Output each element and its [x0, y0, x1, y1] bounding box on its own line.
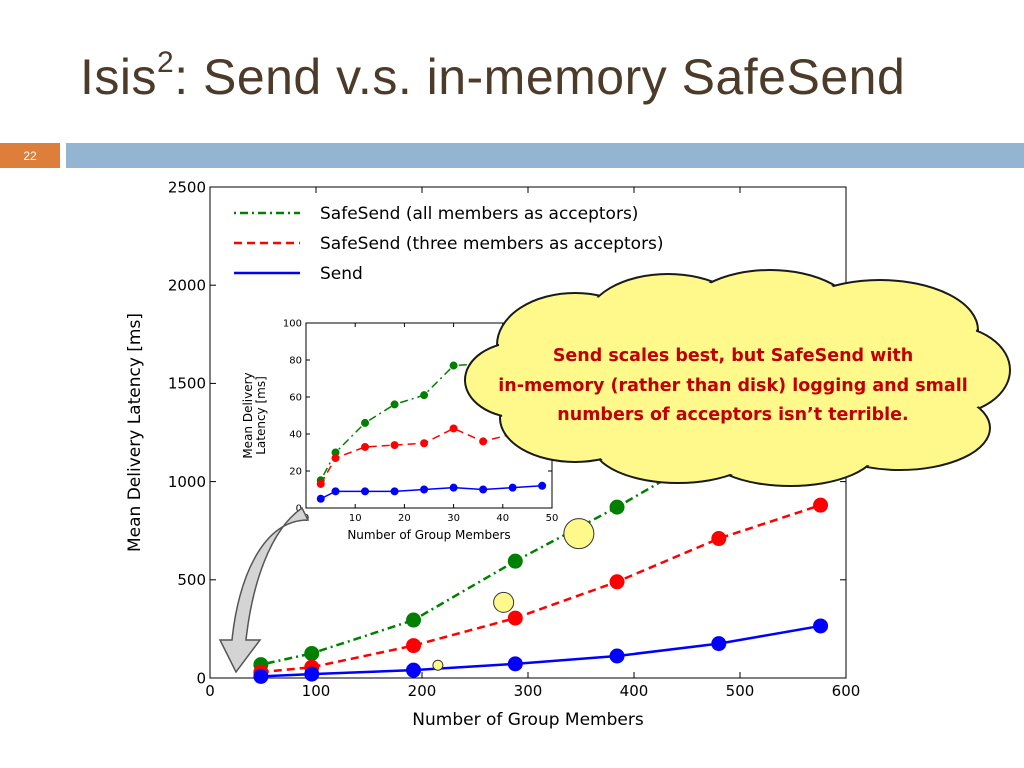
inset-data-point	[449, 361, 458, 370]
inset-y-tick-label: 40	[289, 430, 302, 441]
inset-data-point	[390, 487, 399, 496]
slide-number: 22	[0, 143, 60, 168]
inset-data-point	[479, 437, 488, 446]
cloud-core	[505, 322, 965, 446]
main-data-point	[304, 666, 320, 682]
main-data-point	[813, 618, 829, 634]
main-x-tick-label: 300	[514, 682, 543, 700]
main-data-point	[406, 662, 422, 678]
inset-data-point	[331, 487, 340, 496]
inset-x-tick-label: 20	[398, 513, 411, 524]
inset-data-point	[420, 391, 429, 400]
main-y-tick-label: 500	[177, 571, 206, 589]
inset-y-tick-label: 100	[283, 319, 302, 330]
inset-y-axis-label: Mean Delivery	[241, 372, 255, 458]
main-data-point	[711, 636, 727, 652]
inset-data-point	[361, 487, 370, 496]
main-y-tick-label: 2500	[168, 178, 206, 196]
main-x-tick-label: 600	[832, 682, 861, 700]
inset-x-tick-label: 10	[349, 513, 362, 524]
slide-title: Isis2: Send v.s. in-memory SafeSend	[80, 46, 906, 106]
inset-y-tick-label: 80	[289, 356, 302, 367]
inset-data-point	[538, 481, 547, 490]
inset-y-tick-label: 20	[289, 467, 302, 478]
main-x-axis-label: Number of Group Members	[412, 710, 644, 730]
main-data-point	[711, 531, 727, 547]
inset-x-axis-label: Number of Group Members	[347, 528, 510, 542]
callout-line: Send scales best, but SafeSend with	[552, 346, 914, 366]
legend-label: SafeSend (all members as acceptors)	[320, 204, 638, 224]
title-superscript: 2	[157, 46, 175, 80]
inset-data-point	[361, 418, 370, 427]
highlight-circle	[432, 659, 444, 671]
main-y-tick-label: 1500	[168, 375, 206, 393]
main-data-point	[507, 553, 523, 569]
main-x-tick-label: 500	[726, 682, 755, 700]
main-y-tick-label: 1000	[168, 473, 206, 491]
inset-data-point	[420, 439, 429, 448]
main-x-tick-label: 400	[620, 682, 649, 700]
inset-data-point	[390, 441, 399, 450]
inset-data-point	[479, 485, 488, 494]
main-data-point	[304, 645, 320, 661]
main-data-point	[609, 574, 625, 590]
title-accent-bar	[66, 143, 1024, 168]
callout-cloud	[464, 269, 1011, 487]
inset-data-point	[331, 454, 340, 463]
main-data-point	[507, 610, 523, 626]
main-data-point	[609, 648, 625, 664]
main-data-point	[609, 499, 625, 515]
callout-line: in-memory (rather than disk) logging and…	[498, 375, 968, 396]
inset-data-point	[508, 483, 517, 492]
main-data-point	[406, 638, 422, 654]
inset-y-axis-label: Latency [ms]	[254, 376, 268, 455]
inset-data-point	[316, 494, 325, 503]
main-data-point	[406, 612, 422, 628]
inset-x-tick-label: 40	[496, 513, 509, 524]
title-rest: : Send v.s. in-memory SafeSend	[174, 49, 906, 105]
main-x-tick-label: 200	[408, 682, 437, 700]
legend: SafeSend (all members as acceptors) SafeS…	[234, 204, 664, 284]
main-x-tick-label: 100	[302, 682, 331, 700]
inset-x-tick-label: 50	[546, 513, 559, 524]
main-x-tick-label: 0	[205, 682, 215, 700]
inset-data-point	[449, 424, 458, 433]
arrow-shape	[218, 506, 310, 674]
inset-data-point	[361, 442, 370, 451]
legend-label: Send	[320, 264, 363, 284]
main-y-tick-label: 2000	[168, 276, 206, 294]
inset-y-tick-label: 0	[296, 504, 302, 515]
callout-line: numbers of acceptors isn’t terrible.	[557, 405, 909, 425]
main-data-point	[253, 668, 269, 684]
main-data-point	[813, 497, 829, 513]
legend-label: SafeSend (three members as acceptors)	[320, 234, 664, 254]
inset-data-point	[449, 483, 458, 492]
main-y-axis-label: Mean Delivery Latency [ms]	[125, 313, 145, 552]
inset-data-point	[316, 479, 325, 488]
inset-x-tick-label: 30	[447, 513, 460, 524]
title-main: Isis	[80, 49, 157, 105]
callout-text: Send scales best, but SafeSend with in-m…	[468, 342, 998, 431]
main-data-point	[507, 656, 523, 672]
main-y-tick-label: 0	[196, 669, 206, 687]
inset-data-point	[390, 400, 399, 409]
highlight-circle	[563, 518, 595, 550]
inset-data-point	[420, 485, 429, 494]
highlight-circle	[493, 591, 515, 613]
inset-y-tick-label: 60	[289, 393, 302, 404]
